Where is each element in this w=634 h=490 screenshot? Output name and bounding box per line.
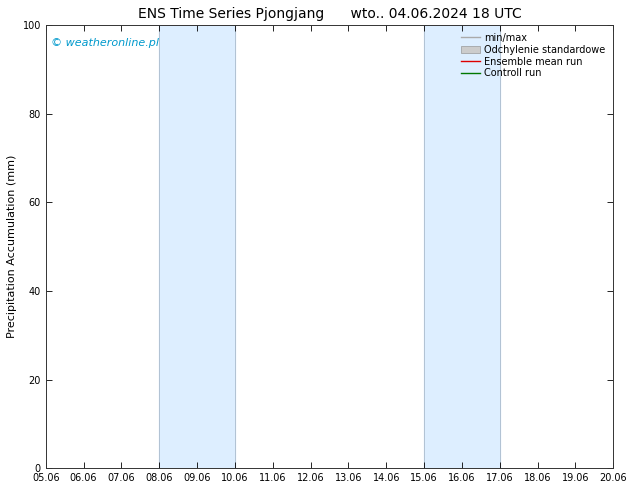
Title: ENS Time Series Pjongjang      wto.. 04.06.2024 18 UTC: ENS Time Series Pjongjang wto.. 04.06.20… — [138, 7, 521, 21]
Y-axis label: Precipitation Accumulation (mm): Precipitation Accumulation (mm) — [7, 155, 17, 338]
Bar — [424, 25, 500, 468]
Text: © weatheronline.pl: © weatheronline.pl — [51, 38, 159, 48]
Bar — [159, 25, 235, 468]
Legend: min/max, Odchylenie standardowe, Ensemble mean run, Controll run: min/max, Odchylenie standardowe, Ensembl… — [458, 30, 609, 81]
